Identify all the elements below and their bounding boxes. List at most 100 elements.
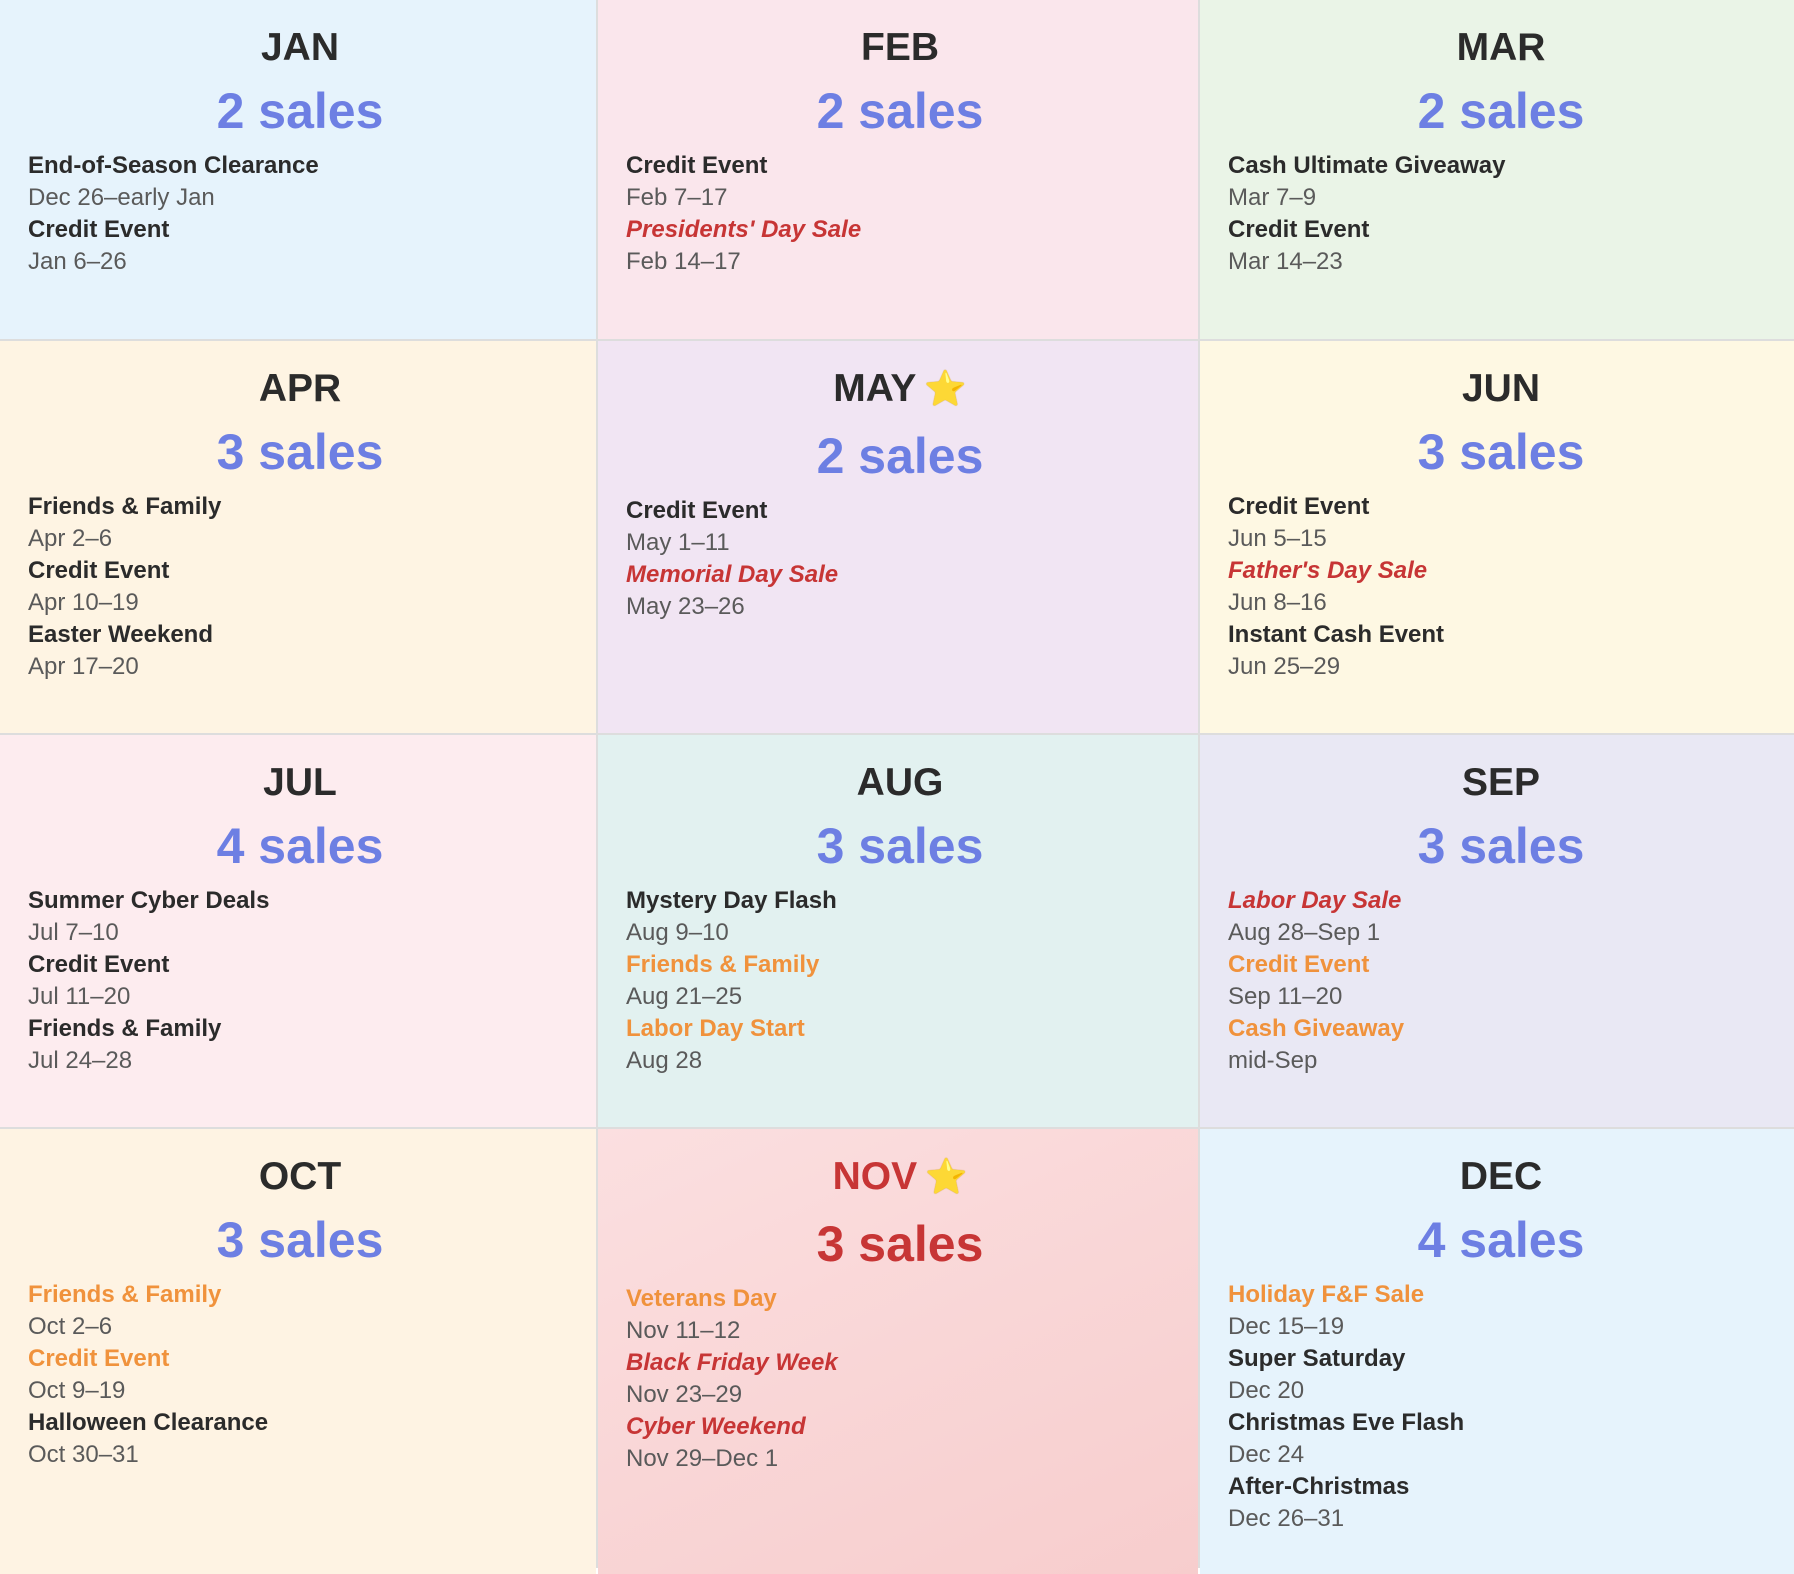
month-title: APR: [28, 365, 572, 413]
sale-dates: Jul 24–28: [28, 1047, 133, 1074]
month-card-jan: JAN 2 sales End-of-Season Clearance Dec …: [0, 0, 596, 339]
sales-list: Credit Event May 1–11 Memorial Day Sale …: [626, 495, 1174, 623]
sale-item: Summer Cyber Deals Jul 7–10: [28, 885, 572, 949]
month-title: JAN: [28, 24, 572, 72]
sale-item: Super Saturday Dec 20: [1228, 1343, 1774, 1407]
sale-name: After-Christmas: [1228, 1473, 1410, 1500]
sale-name: Cash Ultimate Giveaway: [1228, 152, 1506, 179]
month-name: MAR: [1456, 26, 1546, 69]
month-title: DEC: [1228, 1153, 1774, 1201]
month-card-dec: DEC 4 sales Holiday F&F Sale Dec 15–19 S…: [1200, 1129, 1794, 1574]
sale-item: Credit Event Apr 10–19: [28, 555, 572, 619]
sale-dates: Dec 26–31: [1228, 1505, 1345, 1532]
month-title: NOV ⭐: [626, 1153, 1174, 1201]
sale-item: Credit Event Jul 11–20: [28, 949, 572, 1013]
month-card-mar: MAR 2 sales Cash Ultimate Giveaway Mar 7…: [1200, 0, 1794, 339]
month-name: JUN: [1461, 367, 1541, 410]
sale-name: Friends & Family: [626, 951, 820, 978]
month-card-feb: FEB 2 sales Credit Event Feb 7–17 Presid…: [598, 0, 1198, 339]
sale-name: Memorial Day Sale: [626, 561, 839, 588]
sale-dates: Feb 14–17: [626, 248, 741, 275]
sale-dates: Jul 7–10: [28, 919, 119, 946]
sale-name: Super Saturday: [1228, 1345, 1406, 1372]
sale-item: Credit Event Feb 7–17: [626, 150, 1174, 214]
sale-item: Credit Event Jun 5–15: [1228, 491, 1774, 555]
sale-item: After-Christmas Dec 26–31: [1228, 1471, 1774, 1535]
sale-name: Labor Day Start: [626, 1015, 805, 1042]
sale-item: Father's Day Sale Jun 8–16: [1228, 555, 1774, 619]
sale-dates: Oct 2–6: [28, 1313, 113, 1340]
sale-item: Cash Ultimate Giveaway Mar 7–9: [1228, 150, 1774, 214]
sale-name: Credit Event: [626, 152, 768, 179]
sales-count: 3 sales: [816, 1216, 984, 1272]
sale-dates: Nov 11–12: [626, 1317, 741, 1344]
sale-item: Instant Cash Event Jun 25–29: [1228, 619, 1774, 683]
sale-dates: Dec 15–19: [1228, 1313, 1345, 1340]
sales-list: Veterans Day Nov 11–12 Black Friday Week…: [626, 1283, 1174, 1475]
sale-item: Memorial Day Sale May 23–26: [626, 559, 1174, 623]
month-name: APR: [258, 367, 342, 410]
sales-count: 4 sales: [216, 818, 384, 874]
month-title: SEP: [1228, 759, 1774, 807]
month-name: FEB: [861, 26, 939, 69]
sale-dates: Aug 21–25: [626, 983, 743, 1010]
sales-list: Credit Event Feb 7–17 Presidents' Day Sa…: [626, 150, 1174, 278]
sale-name: Halloween Clearance: [28, 1409, 269, 1436]
sale-dates: Oct 9–19: [28, 1377, 126, 1404]
sale-item: Credit Event Oct 9–19: [28, 1343, 572, 1407]
sale-item: Labor Day Sale Aug 28–Sep 1: [1228, 885, 1774, 949]
month-title: AUG: [626, 759, 1174, 807]
sale-item: Friends & Family Oct 2–6: [28, 1279, 572, 1343]
sale-item: Friends & Family Apr 2–6: [28, 491, 572, 555]
sale-name: Credit Event: [1228, 493, 1370, 520]
sale-item: Black Friday Week Nov 23–29: [626, 1347, 1174, 1411]
sale-item: Cash Giveaway mid-Sep: [1228, 1013, 1774, 1077]
sale-dates: Sep 11–20: [1228, 983, 1343, 1010]
sale-item: Mystery Day Flash Aug 9–10: [626, 885, 1174, 949]
sale-item: Friends & Family Aug 21–25: [626, 949, 1174, 1013]
sale-name: Christmas Eve Flash: [1228, 1409, 1465, 1436]
month-name: DEC: [1459, 1155, 1543, 1198]
sale-name: Mystery Day Flash: [626, 887, 837, 914]
sale-name: Cash Giveaway: [1228, 1015, 1405, 1042]
month-name: MAY: [833, 367, 917, 410]
sales-list: Credit Event Jun 5–15 Father's Day Sale …: [1228, 491, 1774, 683]
month-name: AUG: [856, 761, 944, 804]
sales-list: Mystery Day Flash Aug 9–10 Friends & Fam…: [626, 885, 1174, 1077]
sale-item: End-of-Season Clearance Dec 26–early Jan: [28, 150, 572, 214]
sale-dates: Apr 10–19: [28, 589, 139, 616]
sale-name: Veterans Day: [626, 1285, 777, 1312]
sale-item: Halloween Clearance Oct 30–31: [28, 1407, 572, 1471]
sale-dates: Aug 9–10: [626, 919, 729, 946]
sale-name: Labor Day Sale: [1228, 887, 1402, 914]
sale-dates: May 23–26: [626, 593, 745, 620]
sale-name: Friends & Family: [28, 493, 222, 520]
sale-name: Presidents' Day Sale: [626, 216, 862, 243]
sale-dates: Jun 8–16: [1228, 589, 1327, 616]
sales-list: Friends & Family Oct 2–6 Credit Event Oc…: [28, 1279, 572, 1471]
sale-name: Credit Event: [1228, 216, 1370, 243]
sales-count: 3 sales: [1417, 424, 1585, 480]
month-name: OCT: [258, 1155, 342, 1198]
sales-list: Cash Ultimate Giveaway Mar 7–9 Credit Ev…: [1228, 150, 1774, 278]
sales-count: 2 sales: [816, 83, 984, 139]
sale-name: Credit Event: [28, 216, 170, 243]
month-title: FEB: [626, 24, 1174, 72]
sale-name: Friends & Family: [28, 1281, 222, 1308]
sale-name: Credit Event: [28, 557, 170, 584]
sales-count: 3 sales: [216, 424, 384, 480]
month-card-aug: AUG 3 sales Mystery Day Flash Aug 9–10 F…: [598, 735, 1198, 1127]
sale-dates: May 1–11: [626, 529, 730, 556]
sale-dates: Oct 30–31: [28, 1441, 139, 1468]
month-card-jun: JUN 3 sales Credit Event Jun 5–15 Father…: [1200, 341, 1794, 733]
sale-item: Credit Event Jan 6–26: [28, 214, 572, 278]
sales-count: 2 sales: [216, 83, 384, 139]
sales-count: 3 sales: [1417, 818, 1585, 874]
month-card-may: MAY ⭐ 2 sales Credit Event May 1–11 Memor…: [598, 341, 1198, 733]
sales-count: 4 sales: [1417, 1212, 1585, 1268]
sale-item: Credit Event May 1–11: [626, 495, 1174, 559]
sale-item: Presidents' Day Sale Feb 14–17: [626, 214, 1174, 278]
sale-name: Credit Event: [1228, 951, 1370, 978]
sale-dates: Mar 14–23: [1228, 248, 1343, 275]
